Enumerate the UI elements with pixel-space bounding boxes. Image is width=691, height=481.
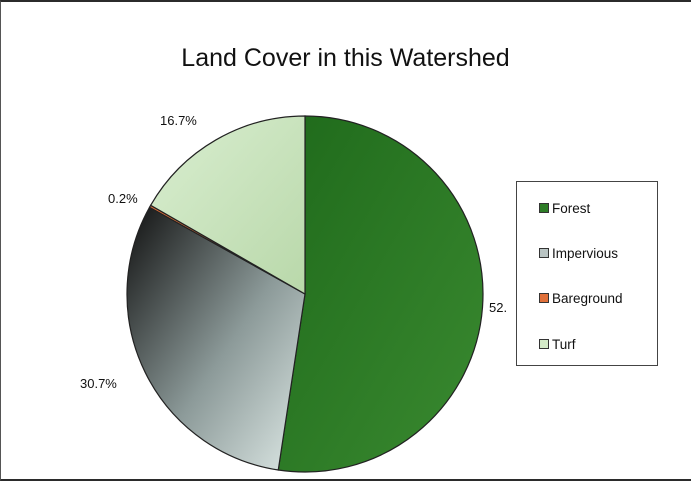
legend-label-turf: Turf [552, 336, 576, 352]
legend-swatch-impervious [539, 248, 549, 258]
pie-slice-forest [277, 115, 484, 473]
legend-swatch-forest [539, 203, 549, 213]
slice-label-forest: 52. [489, 300, 508, 315]
legend-swatch-turf [539, 339, 549, 349]
slice-label-turf: 16.7% [160, 113, 197, 128]
legend: Forest Impervious Bareground Turf [516, 181, 658, 366]
legend-label-bareground: Bareground [552, 290, 623, 306]
legend-item-turf: Turf [539, 335, 576, 353]
chart-title: Land Cover in this Watershed [181, 44, 510, 72]
legend-item-forest: Forest [539, 199, 590, 217]
legend-label-forest: Forest [552, 200, 591, 216]
pie-slice-impervious [126, 206, 306, 471]
slice-label-impervious: 30.7% [80, 376, 117, 391]
pie-slice-turf [149, 115, 306, 296]
legend-item-impervious: Impervious [539, 244, 618, 262]
slice-label-bareground: 0.2% [108, 191, 138, 206]
legend-label-impervious: Impervious [552, 245, 619, 261]
legend-item-bareground: Bareground [539, 289, 623, 307]
legend-swatch-bareground [539, 293, 549, 303]
